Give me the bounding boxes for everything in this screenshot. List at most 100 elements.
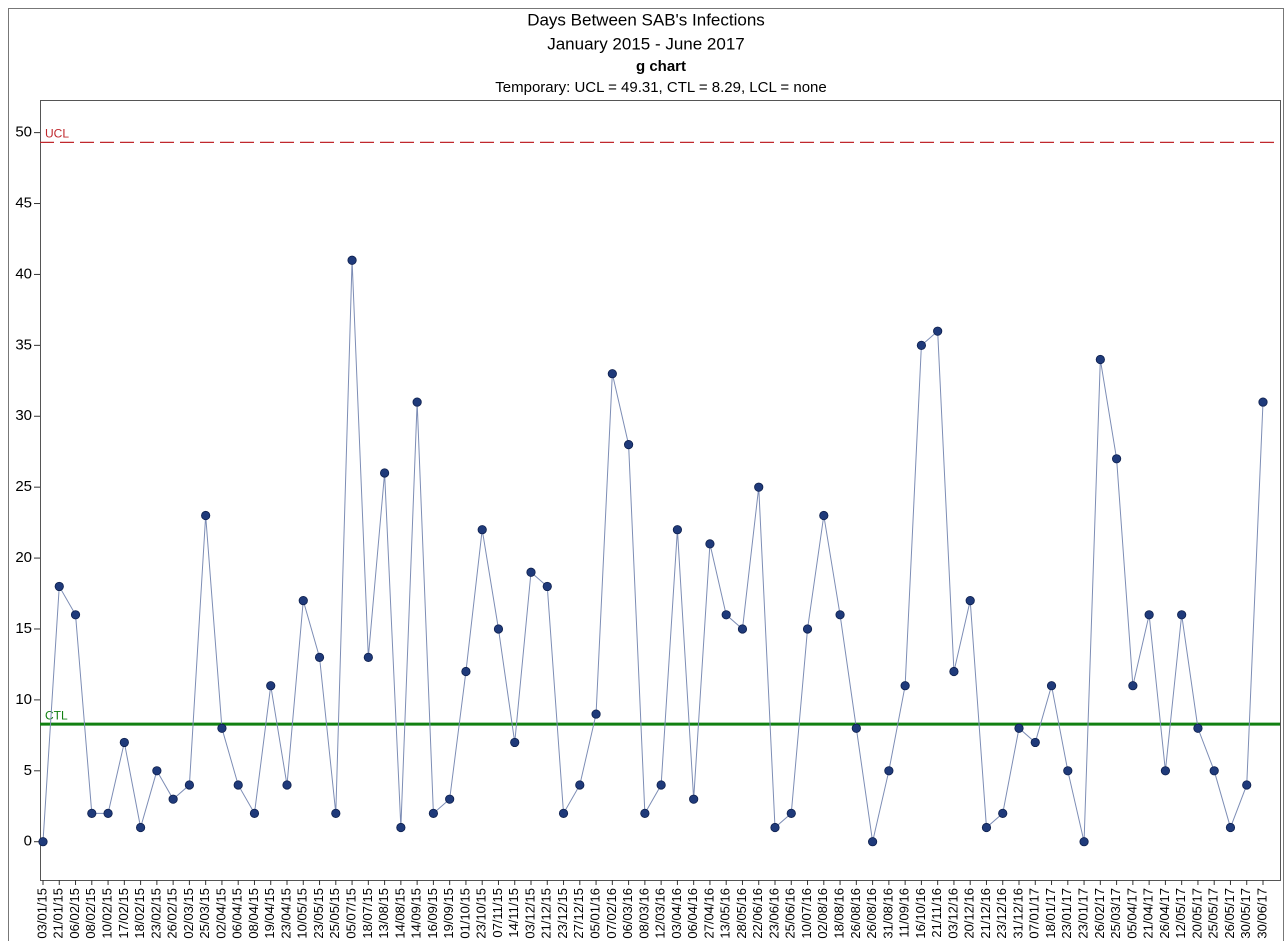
data-point [542, 581, 552, 592]
data-point [282, 780, 292, 790]
data-point [835, 610, 845, 620]
data-point [217, 723, 227, 733]
data-point [591, 709, 601, 719]
x-tick-label: 13/05/16 [718, 888, 733, 939]
data-point [314, 652, 325, 662]
x-tick-label: 17/02/15 [116, 888, 131, 939]
data-point [770, 822, 780, 833]
x-tick-label: 30/06/17 [1254, 888, 1269, 939]
x-tick-label: 01/10/15 [457, 888, 472, 939]
data-point [184, 780, 194, 790]
x-tick-label: 03/12/16 [945, 888, 960, 939]
x-tick-label: 31/12/16 [1010, 888, 1025, 939]
x-tick-label: 18/08/16 [832, 888, 847, 939]
x-tick-label: 12/03/16 [653, 888, 668, 939]
x-tick-label: 26/08/16 [864, 888, 879, 939]
data-point [1193, 723, 1203, 733]
x-tick-label: 23/04/15 [278, 888, 293, 939]
y-tick-label: 0 [24, 833, 32, 850]
data-point [38, 837, 48, 847]
x-tick-label: 16/10/16 [913, 888, 928, 939]
x-tick-label: 23/02/15 [148, 888, 163, 939]
x-tick-label: 02/04/15 [213, 888, 228, 939]
x-tick-label: 26/02/15 [165, 888, 180, 939]
data-point [754, 482, 764, 492]
data-point [412, 397, 422, 407]
data-point [347, 255, 357, 265]
x-tick-label: 14/08/15 [392, 888, 407, 939]
x-tick-label: 28/05/16 [734, 888, 749, 939]
data-point [1079, 837, 1089, 847]
data-point [933, 326, 943, 336]
data-point [705, 539, 715, 549]
data-point [916, 340, 927, 350]
x-tick-label: 25/05/17 [1206, 888, 1221, 939]
data-point [737, 624, 748, 634]
data-point [900, 681, 910, 691]
data-point [640, 808, 650, 818]
x-tick-label: 08/04/15 [246, 888, 261, 939]
chart-name: g chart [636, 58, 686, 75]
x-tick-label: 23/12/16 [994, 888, 1009, 939]
data-point [607, 369, 617, 379]
data-point [233, 780, 243, 790]
data-point [558, 808, 569, 818]
data-point [1242, 780, 1252, 790]
x-tick-label: 05/07/15 [344, 888, 359, 939]
data-point [152, 766, 162, 776]
data-point [965, 596, 975, 606]
x-tick-label: 26/04/17 [1157, 888, 1172, 939]
data-point [1258, 397, 1268, 407]
y-tick-label: 45 [15, 194, 32, 211]
data-point [623, 440, 634, 450]
data-point [802, 624, 813, 634]
data-point [998, 808, 1008, 818]
x-tick-label: 10/02/15 [100, 888, 115, 939]
data-point [851, 723, 861, 733]
data-point [689, 794, 699, 804]
data-point [266, 681, 276, 691]
x-tick-label: 06/04/16 [685, 888, 700, 939]
data-point [249, 808, 260, 818]
data-point [526, 567, 536, 577]
x-tick-label: 14/09/15 [409, 888, 424, 939]
data-point [428, 808, 438, 818]
data-point [1063, 766, 1073, 776]
data-point [461, 666, 471, 677]
x-tick-label: 26/05/17 [1222, 888, 1237, 939]
x-tick-label: 10/05/15 [295, 888, 310, 939]
data-point [54, 581, 64, 592]
x-tick-label: 08/03/16 [636, 888, 651, 939]
data-point [1046, 681, 1057, 691]
x-tick-label: 02/08/16 [815, 888, 830, 939]
x-tick-label: 19/04/15 [262, 888, 277, 939]
data-point [136, 822, 146, 833]
x-tick-label: 20/05/17 [1189, 888, 1204, 939]
control-label: UCL [45, 127, 69, 141]
data-point [656, 780, 666, 790]
x-tick-label: 05/01/16 [588, 888, 603, 939]
data-point [819, 510, 829, 521]
x-tick-label: 12/05/17 [1173, 888, 1188, 939]
x-tick-label: 05/04/17 [1124, 888, 1139, 939]
x-tick-label: 21/11/16 [929, 888, 944, 938]
x-tick-label: 27/04/16 [701, 888, 716, 939]
limits-text: Temporary: UCL = 49.31, CTL = 8.29, LCL … [495, 79, 826, 96]
x-tick-label: 18/01/17 [1043, 888, 1058, 939]
series-line [42, 260, 1264, 842]
data-point [201, 510, 211, 521]
chart-subtitle: January 2015 - June 2017 [547, 34, 745, 53]
chart-title: Days Between SAB's Infections [527, 10, 765, 29]
x-tick-label: 07/01/17 [1027, 888, 1042, 939]
data-point [867, 837, 878, 847]
x-tick-label: 23/01/17 [1076, 888, 1091, 939]
data-point [379, 468, 390, 478]
plot-area [40, 100, 1281, 881]
y-tick-label: 25 [15, 478, 32, 495]
x-tick-label: 18/02/15 [132, 888, 147, 939]
x-tick-label: 16/09/15 [425, 888, 440, 939]
x-tick-label: 23/06/16 [766, 888, 781, 939]
frame [8, 8, 1284, 941]
y-tick-label: 35 [15, 336, 32, 353]
data-point [1014, 723, 1024, 733]
